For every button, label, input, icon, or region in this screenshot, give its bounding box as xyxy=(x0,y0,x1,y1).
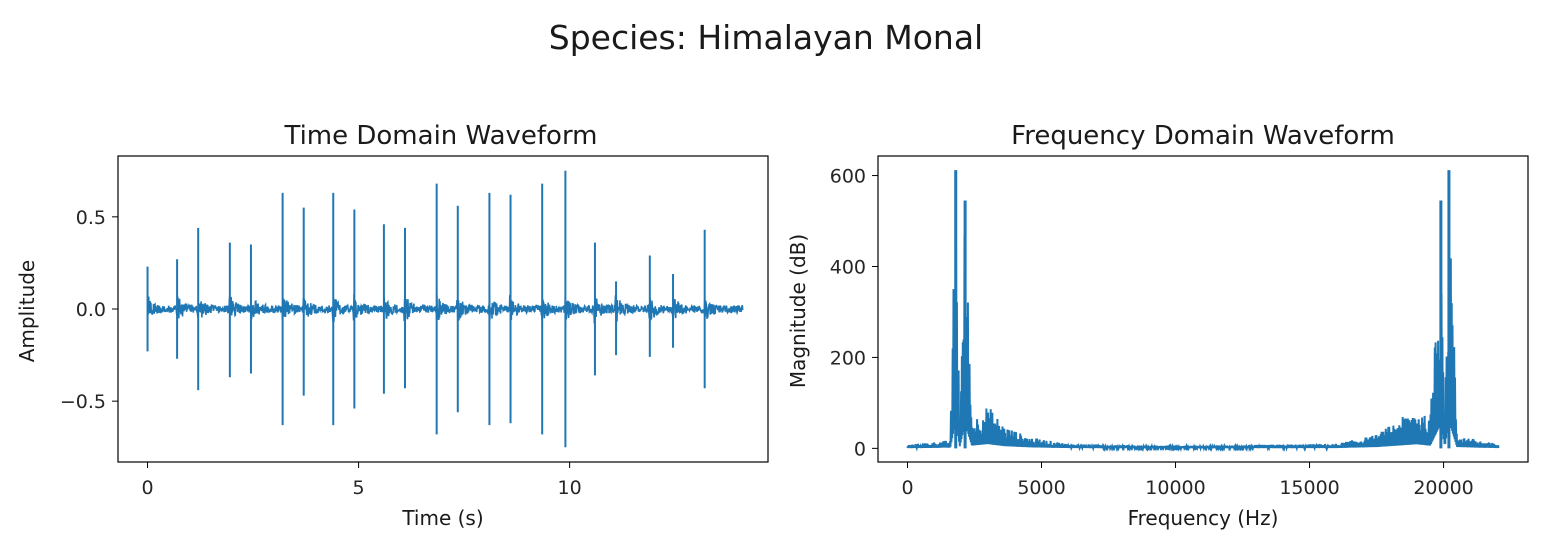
frequency-domain-x-ticks: 0 5000 10000 15000 20000 xyxy=(901,462,1474,499)
frequency-domain-subplot: Frequency Domain Waveform 0 5000 10000 1500… xyxy=(786,121,1529,530)
time-domain-y-label: Amplitude xyxy=(15,260,39,363)
time-domain-x-label: Time (s) xyxy=(401,506,483,530)
time-domain-x-tick-label: 5 xyxy=(353,477,365,499)
frequency-domain-x-tick-label: 5000 xyxy=(1017,477,1065,499)
time-domain-y-tick-label: −0.5 xyxy=(60,391,106,413)
time-domain-series-line xyxy=(146,170,744,448)
frequency-domain-title: Frequency Domain Waveform xyxy=(1011,121,1395,151)
time-domain-x-tick-label: 10 xyxy=(558,477,582,499)
frequency-domain-y-tick-label: 400 xyxy=(830,256,866,278)
frequency-domain-x-tick-label: 15000 xyxy=(1279,477,1339,499)
frequency-domain-y-tick-label: 200 xyxy=(830,347,866,369)
figure-suptitle: Species: Himalayan Monal xyxy=(548,18,984,57)
time-domain-x-ticks: 0 5 10 xyxy=(141,462,582,499)
frequency-domain-y-tick-label: 600 xyxy=(830,166,866,188)
frequency-domain-x-label: Frequency (Hz) xyxy=(1128,506,1279,530)
time-domain-subplot: Time Domain Waveform 0 5 10 −0.5 0.0 0.5 Tim… xyxy=(15,121,769,530)
frequency-domain-x-tick-label: 10000 xyxy=(1145,477,1205,499)
time-domain-title: Time Domain Waveform xyxy=(283,121,597,151)
frequency-domain-y-label: Magnitude (dB) xyxy=(786,234,810,388)
time-domain-y-tick-label: 0.0 xyxy=(76,299,106,321)
frequency-domain-x-tick-label: 20000 xyxy=(1413,477,1473,499)
time-domain-noise-trace xyxy=(146,294,744,324)
frequency-domain-series-line xyxy=(906,170,1500,453)
frequency-domain-spectrum-trace xyxy=(906,231,1500,453)
time-domain-x-tick-label: 0 xyxy=(141,477,153,499)
frequency-domain-x-tick-label: 0 xyxy=(901,477,913,499)
frequency-domain-y-tick-label: 0 xyxy=(854,438,866,460)
time-domain-y-tick-label: 0.5 xyxy=(76,207,106,229)
frequency-domain-y-ticks: 0 200 400 600 xyxy=(830,166,878,460)
frequency-domain-axes-frame xyxy=(877,155,1529,463)
time-domain-y-ticks: −0.5 0.0 0.5 xyxy=(60,207,118,413)
